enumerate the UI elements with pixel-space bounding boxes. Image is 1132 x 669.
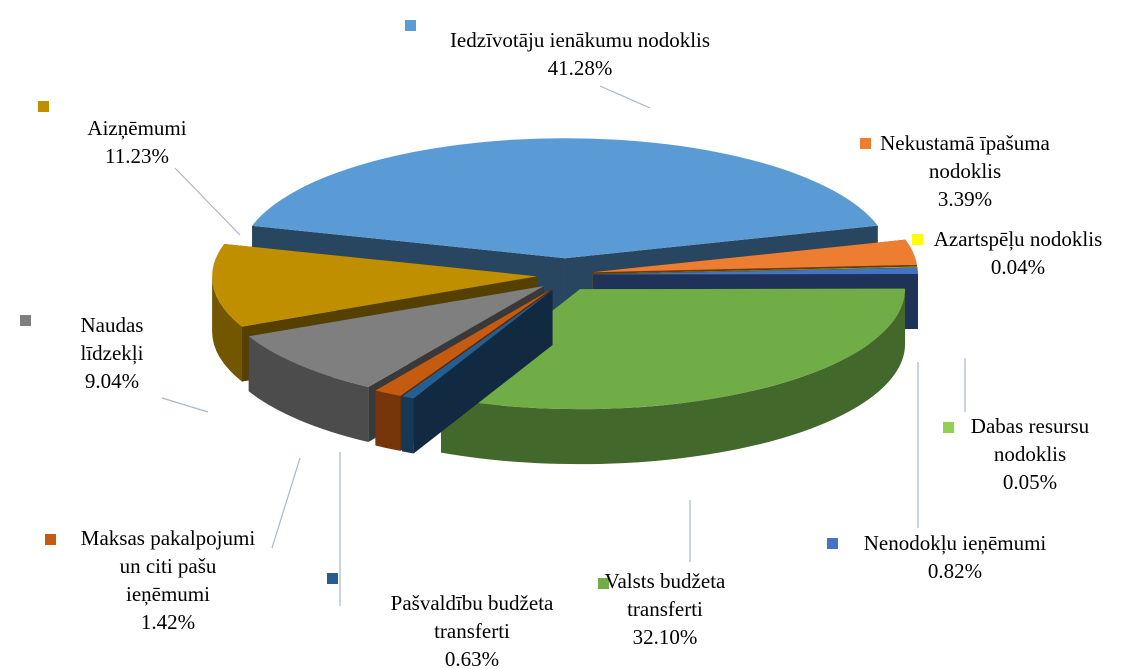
- leader-line: [161, 397, 209, 413]
- slice: [252, 138, 878, 259]
- legend-swatch: [38, 101, 49, 112]
- category-label: Azartspēļu nodoklis: [934, 227, 1103, 251]
- data-label: 11.23%: [105, 144, 169, 168]
- slice-side: [402, 396, 414, 454]
- category-label: Valsts budžeta transferti: [605, 569, 726, 621]
- category-label: Dabas resursu nodoklis: [971, 414, 1090, 466]
- slice: [441, 288, 906, 410]
- legend-swatch: [20, 315, 31, 326]
- legend-swatch: [327, 573, 338, 584]
- slice: [375, 289, 551, 396]
- slice: [248, 286, 544, 388]
- slice: [212, 243, 538, 327]
- data-label: 9.04%: [85, 369, 139, 393]
- slice-side: [402, 290, 553, 452]
- leader-line: [271, 457, 301, 549]
- category-label: Naudas līdzekļi: [81, 313, 144, 365]
- data-label: 0.05%: [1003, 470, 1057, 494]
- category-label: Iedzīvotāju ienākumu nodoklis: [450, 28, 710, 52]
- data-label: 1.42%: [141, 610, 195, 634]
- slice-side: [248, 336, 369, 443]
- slice: [592, 239, 917, 273]
- legend-swatch: [860, 138, 871, 149]
- category-label: Nenodokļu ieņēmumi: [864, 531, 1047, 555]
- category-label: Nekustamā īpašuma nodoklis: [880, 131, 1050, 183]
- data-label: 3.39%: [938, 187, 992, 211]
- leader-line: [174, 167, 241, 236]
- legend-swatch: [827, 538, 838, 549]
- data-label: 0.04%: [991, 255, 1045, 279]
- category-label: Pašvaldību budžeta transferti: [391, 591, 554, 643]
- legend-swatch: [598, 578, 609, 589]
- category-label: Maksas pakalpojumi un citi pašu ieņēmumi: [81, 526, 256, 606]
- data-label: 0.63%: [445, 647, 499, 669]
- legend-swatch: [943, 422, 954, 433]
- legend-swatch: [45, 534, 56, 545]
- legend-swatch: [405, 20, 416, 31]
- slice: [592, 266, 918, 275]
- data-label: 0.82%: [928, 559, 982, 583]
- data-label: 32.10%: [633, 625, 698, 649]
- category-label: Aizņēmumi: [87, 116, 186, 140]
- slice: [402, 290, 553, 399]
- data-label: 41.28%: [548, 56, 613, 80]
- slice-side: [375, 390, 401, 451]
- slice-side: [212, 276, 242, 382]
- leader-line: [599, 85, 651, 109]
- legend-swatch: [912, 234, 923, 245]
- slice: [592, 267, 918, 275]
- slice: [592, 266, 918, 274]
- slice-side: [441, 289, 906, 465]
